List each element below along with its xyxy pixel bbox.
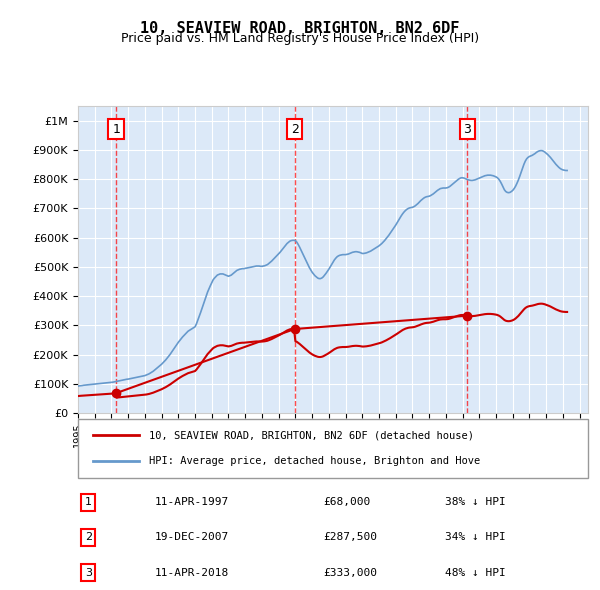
- Text: 11-APR-1997: 11-APR-1997: [155, 497, 229, 507]
- Text: 10, SEAVIEW ROAD, BRIGHTON, BN2 6DF: 10, SEAVIEW ROAD, BRIGHTON, BN2 6DF: [140, 21, 460, 35]
- Text: 3: 3: [85, 568, 92, 578]
- Text: 2: 2: [291, 123, 299, 136]
- Text: 10, SEAVIEW ROAD, BRIGHTON, BN2 6DF (detached house): 10, SEAVIEW ROAD, BRIGHTON, BN2 6DF (det…: [149, 431, 475, 440]
- Text: Price paid vs. HM Land Registry's House Price Index (HPI): Price paid vs. HM Land Registry's House …: [121, 32, 479, 45]
- Text: 2: 2: [85, 533, 92, 542]
- FancyBboxPatch shape: [78, 419, 588, 478]
- Text: HPI: Average price, detached house, Brighton and Hove: HPI: Average price, detached house, Brig…: [149, 457, 481, 466]
- Text: 3: 3: [463, 123, 471, 136]
- Text: 11-APR-2018: 11-APR-2018: [155, 568, 229, 578]
- Text: 48% ↓ HPI: 48% ↓ HPI: [445, 568, 506, 578]
- Text: £68,000: £68,000: [323, 497, 370, 507]
- Text: 19-DEC-2007: 19-DEC-2007: [155, 533, 229, 542]
- Text: £333,000: £333,000: [323, 568, 377, 578]
- Text: £287,500: £287,500: [323, 533, 377, 542]
- Text: 1: 1: [85, 497, 92, 507]
- Text: 38% ↓ HPI: 38% ↓ HPI: [445, 497, 506, 507]
- Text: 1: 1: [112, 123, 120, 136]
- Text: 34% ↓ HPI: 34% ↓ HPI: [445, 533, 506, 542]
